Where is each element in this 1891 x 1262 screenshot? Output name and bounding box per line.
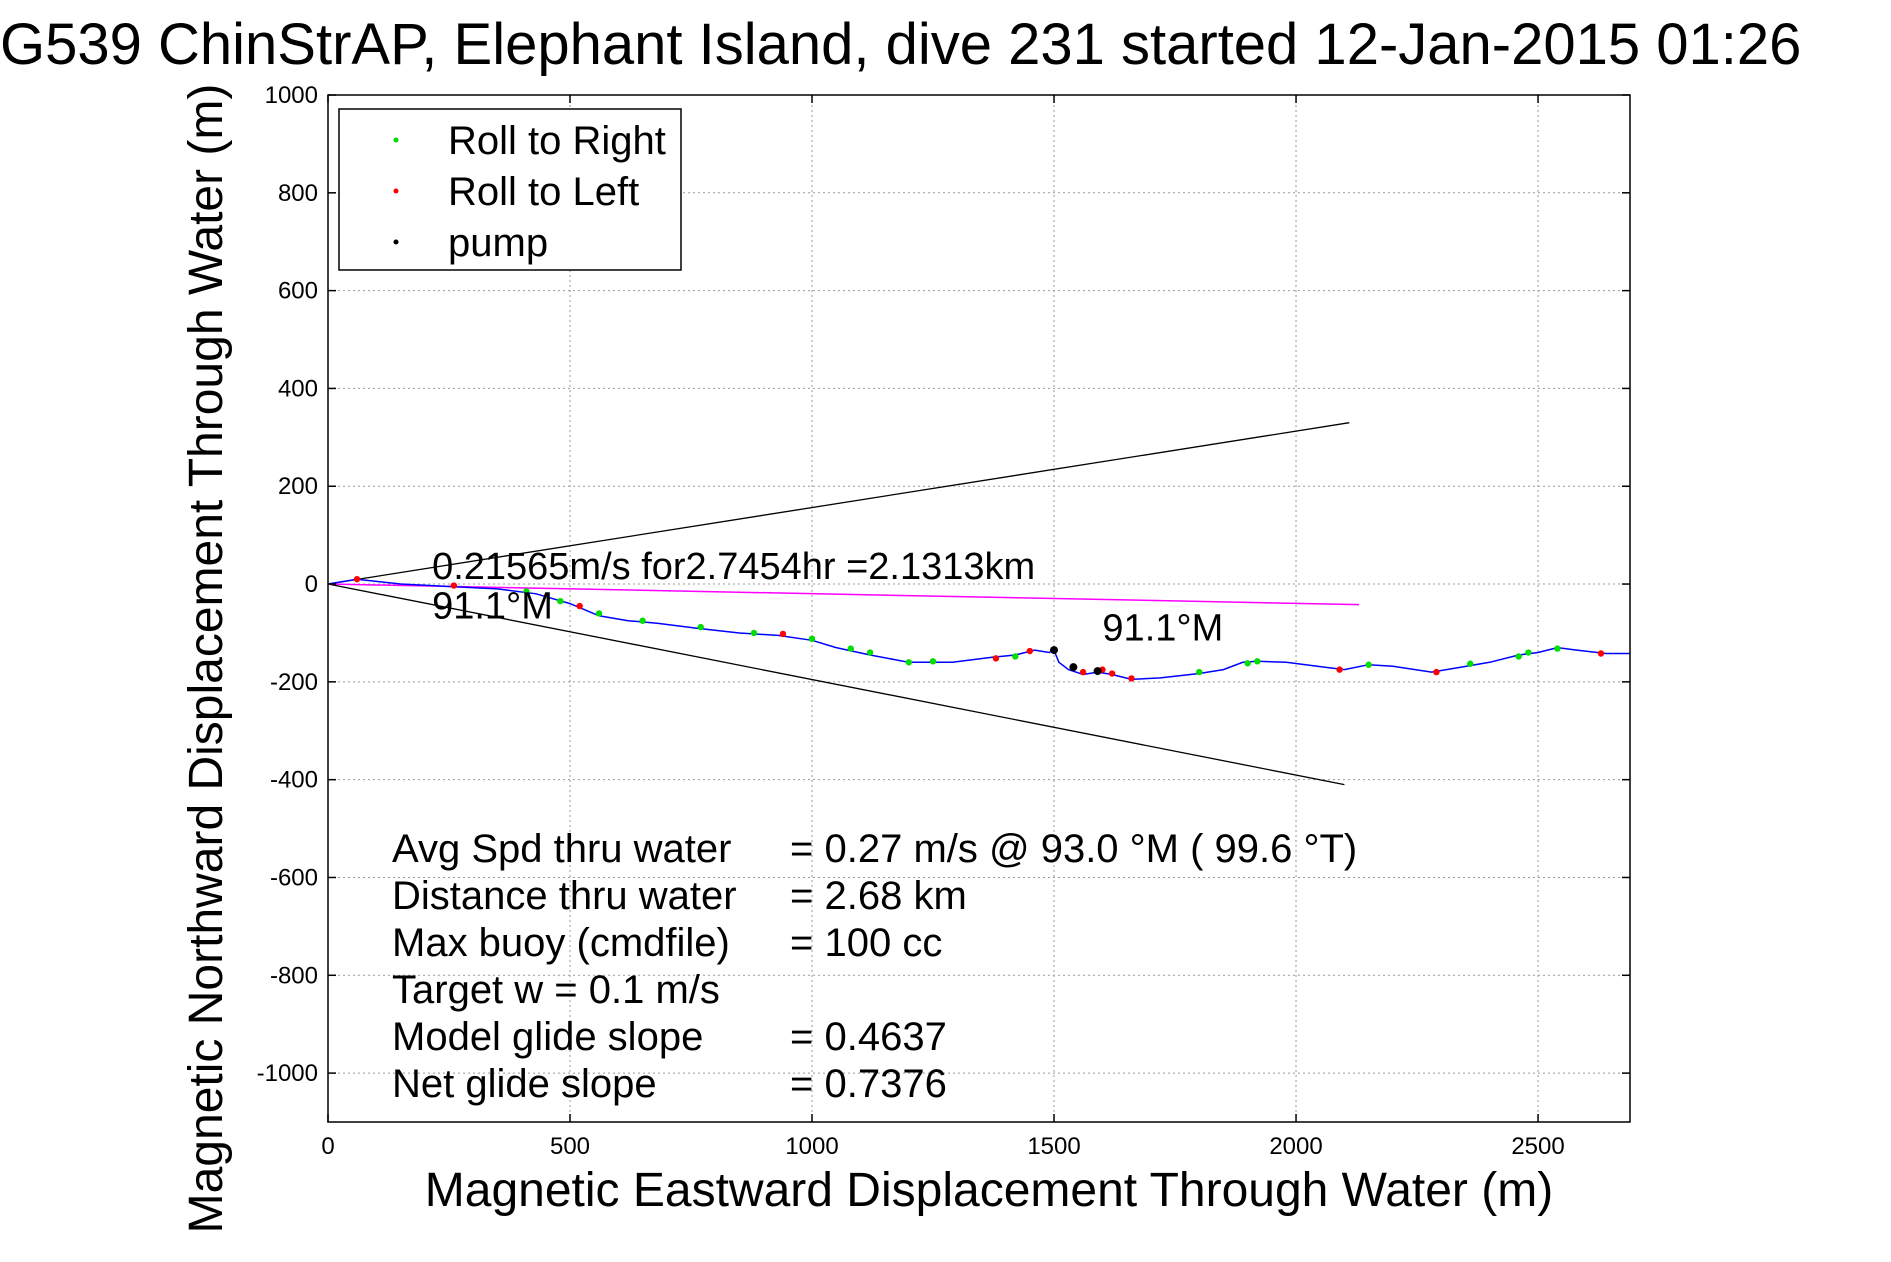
roll-right-point	[523, 588, 530, 595]
roll-left-point	[1128, 675, 1135, 682]
roll-right-point	[557, 597, 564, 605]
stats-line: Model glide slope = 0.4637	[392, 1015, 947, 1059]
pump-point	[1069, 663, 1078, 672]
stats-box: Avg Spd thru water = 0.27 m/s @ 93.0 °M (…	[392, 827, 1357, 1106]
x-tick-label: 2000	[1269, 1133, 1322, 1160]
stats-line: Target w = 0.1 m/s	[392, 968, 720, 1012]
roll-right-point	[1525, 649, 1532, 656]
legend-label: pump	[448, 221, 548, 265]
chart-title: G539 ChinStrAP, Elephant Island, dive 23…	[0, 12, 1801, 77]
bearing-cone-line	[327, 583, 1345, 786]
ticks: 0 500 1000 1500 2000 250010008006004002000-20…	[257, 82, 1630, 1160]
roll-left-point	[1108, 670, 1116, 677]
x-tick-label: 1500	[1027, 1133, 1080, 1160]
y-tick-label: 200	[278, 473, 318, 500]
roll-right-point	[1012, 653, 1019, 660]
x-tick-label: 2500	[1511, 1133, 1564, 1160]
stats-line: Max buoy (cmdfile) = 100 cc	[392, 921, 942, 965]
legend-label: Roll to Left	[448, 170, 639, 214]
roll-right-point	[929, 658, 937, 665]
legend-label: Roll to Right	[448, 119, 666, 163]
roll-right-point	[1196, 668, 1203, 676]
y-axis-label: Magnetic Northward Displacement Through …	[180, 84, 233, 1234]
y-tick-label: 800	[278, 180, 318, 207]
roll-right-point	[1554, 645, 1561, 652]
x-tick-label: 1000	[785, 1133, 838, 1160]
heading-line	[327, 583, 1360, 606]
roll-right-point	[1254, 658, 1261, 665]
y-tick-label: -800	[270, 962, 318, 989]
roll-left-point	[450, 582, 458, 589]
stats-line: Distance thru water = 2.68 km	[392, 874, 967, 918]
roll-left-point	[1597, 650, 1605, 657]
y-tick-label: 1000	[265, 82, 318, 109]
roll-left-point	[1026, 647, 1034, 655]
annotation-text: 91.1°M	[432, 585, 553, 627]
legend-marker	[393, 239, 399, 245]
stats-line: Net glide slope = 0.7376	[392, 1062, 947, 1106]
annotation-text: 0.21565m/s for2.7454hr =2.1313km	[432, 546, 1035, 588]
stats-line: Avg Spd thru water = 0.27 m/s @ 93.0 °M (…	[392, 827, 1357, 871]
annotations: 0.21565m/s for2.7454hr =2.1313km91.1°M91…	[432, 546, 1223, 649]
roll-left-point	[353, 575, 361, 583]
roll-right-point	[905, 659, 913, 666]
legend-marker	[393, 137, 399, 143]
legend: Roll to Right Roll to Left pump	[338, 108, 682, 271]
bearing-cone-line	[327, 422, 1350, 585]
y-tick-label: 0	[305, 571, 318, 598]
pump-point	[1093, 667, 1102, 676]
roll-right-point	[847, 645, 854, 652]
roll-right-point	[808, 635, 816, 643]
roll-left-point	[1336, 666, 1343, 673]
y-tick-label: -600	[270, 864, 318, 891]
y-tick-label: 600	[278, 278, 318, 305]
roll-right-point	[639, 617, 646, 624]
y-tick-label: 400	[278, 375, 318, 402]
roll-right-point	[697, 623, 704, 631]
pump-point	[1050, 646, 1059, 655]
roll-left-point	[1079, 668, 1087, 676]
annotation-text: 91.1°M	[1102, 607, 1223, 649]
roll-left-point	[1433, 668, 1440, 676]
roll-left-point	[576, 602, 583, 610]
roll-left-point	[779, 630, 787, 638]
roll-left-point	[992, 655, 1000, 662]
roll-right-point	[595, 610, 603, 617]
y-tick-label: -400	[270, 767, 318, 794]
x-tick-label: 500	[550, 1133, 590, 1160]
grid	[328, 94, 1630, 1122]
roll-right-point	[1365, 661, 1372, 668]
x-axis-label: Magnetic Eastward Displacement Through W…	[425, 1164, 1553, 1217]
plot-area	[327, 422, 1630, 786]
roll-right-point	[1515, 653, 1522, 660]
legend-marker	[393, 188, 399, 194]
roll-right-point	[1467, 660, 1474, 667]
roll-right-point	[750, 629, 758, 637]
roll-right-point	[866, 649, 874, 656]
roll-right-point	[1244, 660, 1251, 667]
x-tick-label: 0	[321, 1133, 334, 1160]
y-tick-label: -200	[270, 669, 318, 696]
axes-box	[327, 94, 1631, 1123]
y-tick-label: -1000	[257, 1060, 318, 1087]
